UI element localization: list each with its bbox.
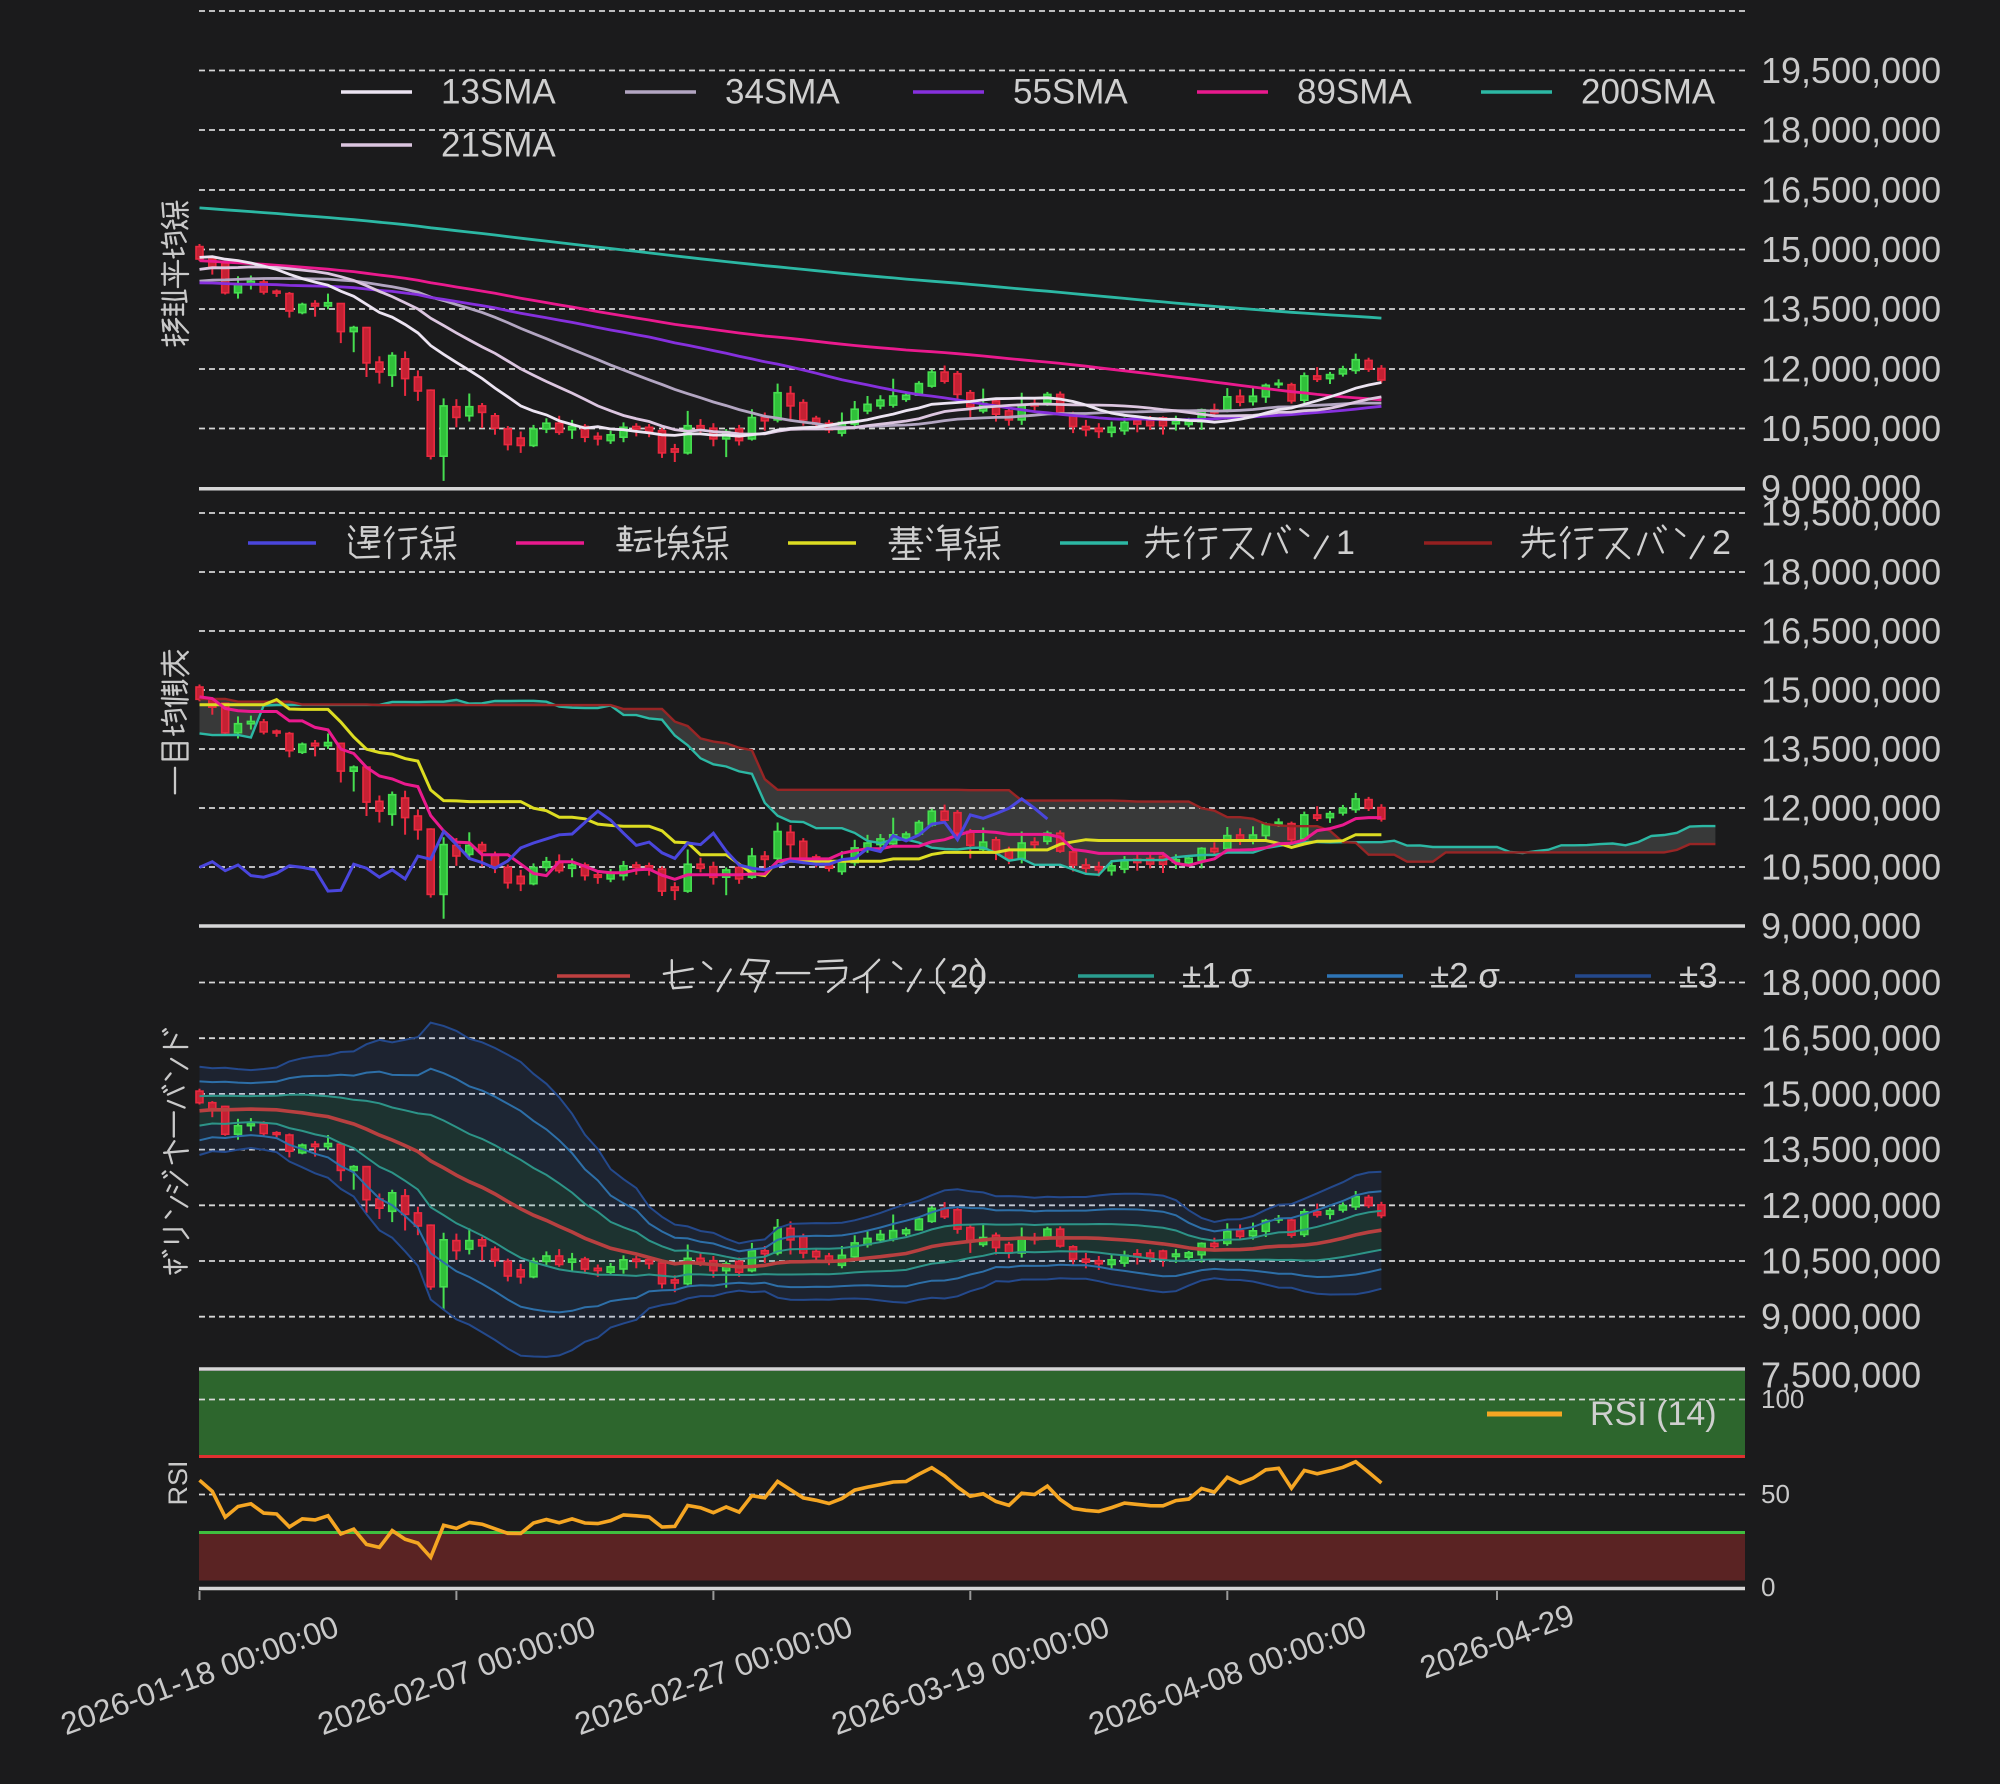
- svg-text:20: 20: [950, 958, 987, 995]
- svg-text:19,500,000: 19,500,000: [1761, 50, 1941, 91]
- svg-text:16,500,000: 16,500,000: [1761, 170, 1941, 211]
- svg-text:16,500,000: 16,500,000: [1761, 611, 1941, 652]
- svg-text:12,000,000: 12,000,000: [1761, 1185, 1941, 1226]
- svg-text:34SMA: 34SMA: [725, 73, 840, 112]
- svg-text:21SMA: 21SMA: [441, 126, 556, 165]
- svg-text:RSI (14): RSI (14): [1590, 1395, 1717, 1433]
- svg-text:100: 100: [1761, 1384, 1804, 1414]
- svg-text:200SMA: 200SMA: [1581, 73, 1716, 112]
- svg-text:13,500,000: 13,500,000: [1761, 1129, 1941, 1170]
- svg-text:10,500,000: 10,500,000: [1761, 1241, 1941, 1282]
- svg-text:2: 2: [1712, 524, 1731, 562]
- svg-text:18,000,000: 18,000,000: [1761, 552, 1941, 593]
- svg-text:16,500,000: 16,500,000: [1761, 1018, 1941, 1059]
- svg-text:13,500,000: 13,500,000: [1761, 729, 1941, 770]
- svg-text:89SMA: 89SMA: [1297, 73, 1412, 112]
- svg-text:0: 0: [1761, 1572, 1775, 1602]
- svg-text:9,000,000: 9,000,000: [1761, 1296, 1921, 1337]
- svg-text:18,000,000: 18,000,000: [1761, 962, 1941, 1003]
- svg-text:7,500,000: 7,500,000: [1761, 1355, 1921, 1396]
- svg-text:15,000,000: 15,000,000: [1761, 670, 1941, 711]
- svg-text:55SMA: 55SMA: [1013, 73, 1128, 112]
- svg-text:±2 σ: ±2 σ: [1430, 957, 1500, 996]
- svg-text:19,500,000: 19,500,000: [1761, 493, 1941, 534]
- svg-text:12,000,000: 12,000,000: [1761, 788, 1941, 829]
- svg-text:9,000,000: 9,000,000: [1761, 906, 1921, 947]
- svg-text:10,500,000: 10,500,000: [1761, 847, 1941, 888]
- svg-text:13,500,000: 13,500,000: [1761, 289, 1941, 330]
- svg-text:±3: ±3: [1679, 957, 1718, 996]
- svg-text:±1 σ: ±1 σ: [1182, 957, 1252, 996]
- svg-text:9,000,000: 9,000,000: [1761, 468, 1921, 509]
- svg-text:1: 1: [1336, 524, 1355, 562]
- svg-text:15,000,000: 15,000,000: [1761, 229, 1941, 270]
- svg-text:18,000,000: 18,000,000: [1761, 110, 1941, 151]
- svg-text:10,500,000: 10,500,000: [1761, 408, 1941, 449]
- svg-text:13SMA: 13SMA: [441, 73, 556, 112]
- svg-text:RSI: RSI: [163, 1460, 193, 1505]
- svg-text:12,000,000: 12,000,000: [1761, 349, 1941, 390]
- svg-text:15,000,000: 15,000,000: [1761, 1073, 1941, 1114]
- svg-text:50: 50: [1761, 1479, 1790, 1509]
